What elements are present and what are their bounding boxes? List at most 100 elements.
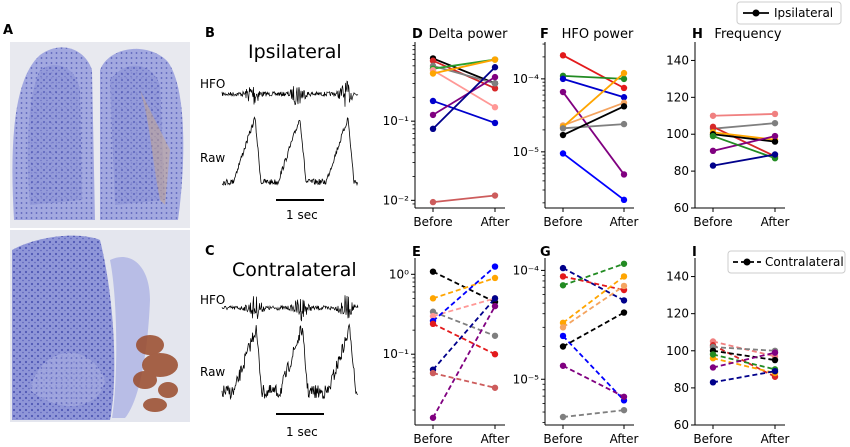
y-tick-label-e: 10⁻¹	[383, 347, 410, 361]
series-line-i-3	[712, 349, 776, 361]
series-line-h-5	[712, 135, 776, 152]
point-after-h-1	[771, 119, 779, 127]
point-before-g-8	[559, 413, 567, 421]
hfo-trace-ipsilateral	[221, 80, 359, 107]
y-tick-label-h: 100	[666, 127, 689, 141]
y-tick-label-i: 80	[674, 381, 689, 395]
series-line-f-7	[562, 105, 625, 136]
point-before-g-3	[559, 319, 567, 327]
point-before-f-7	[559, 131, 567, 139]
y-tick-label-i: 100	[666, 344, 689, 358]
point-after-f-2	[620, 94, 628, 101]
series-line-g-4	[562, 285, 625, 329]
point-after-h-5	[771, 132, 779, 140]
tissue-right-core	[110, 65, 165, 205]
y-tick-label-i: 60	[674, 418, 689, 432]
y-tick-label-e: 10⁰	[389, 267, 409, 281]
tissue-left-core	[27, 65, 83, 206]
panel-letter-f: F	[540, 27, 549, 42]
point-after-h-4	[771, 138, 779, 145]
series-line-g-8	[562, 409, 625, 418]
panel-letter-i: I	[692, 245, 697, 260]
point-before-d-9	[429, 198, 437, 206]
series-line-e-1	[432, 277, 496, 300]
series-line-f-4	[562, 101, 625, 127]
legend-contra-label: Contralateral	[765, 255, 844, 269]
panel-letter-h: H	[692, 27, 703, 42]
point-before-d-5	[429, 70, 437, 77]
panel-letter-g: G	[540, 245, 551, 260]
series-line-d-0	[432, 57, 496, 85]
series-line-i-0	[712, 340, 776, 358]
point-after-g-8	[620, 406, 628, 414]
series-line-d-2	[432, 64, 496, 85]
point-before-f-0	[559, 52, 567, 59]
ipsilateral-title: Ipsilateral	[248, 41, 342, 63]
x-tick-label-g: After	[610, 432, 639, 446]
point-before-h-5	[709, 147, 717, 155]
x-tick-label-i: After	[761, 432, 790, 446]
legend-ipsi-marker	[752, 9, 760, 17]
raw-label-contra: Raw	[200, 365, 225, 379]
point-after-d-7	[491, 73, 499, 81]
point-before-g-1	[559, 273, 567, 280]
point-before-d-6	[429, 97, 437, 105]
series-line-g-5	[562, 335, 625, 401]
point-before-g-5	[559, 332, 567, 340]
point-after-f-6	[620, 120, 628, 128]
series-line-g-3	[562, 275, 625, 324]
series-line-i-7	[712, 370, 776, 384]
series-line-f-6	[562, 123, 625, 130]
raw-trace-contralateral	[221, 323, 358, 401]
point-after-d-4	[491, 104, 499, 111]
series-line-e-8	[432, 305, 496, 419]
point-after-d-2	[491, 80, 499, 87]
x-tick-label-h: After	[761, 215, 790, 229]
series-line-i-6	[712, 351, 776, 369]
point-before-e-7	[429, 369, 437, 377]
series-line-g-1	[562, 275, 625, 291]
y-tick-label-g: 10⁻⁵	[513, 372, 540, 386]
legend-contra-marker	[743, 258, 751, 266]
hemorrhage-region	[133, 335, 178, 412]
x-tick-label-g: Before	[543, 432, 582, 446]
point-after-g-0	[620, 297, 628, 304]
point-before-f-6	[559, 125, 567, 132]
hfo-label-ipsi: HFO	[200, 77, 225, 91]
point-after-i-3	[771, 356, 779, 364]
point-before-g-2	[559, 282, 567, 289]
point-before-i-5	[709, 351, 717, 358]
x-tick-label-h: Before	[693, 215, 732, 229]
point-after-g-4	[620, 282, 628, 290]
series-line-f-3	[562, 91, 625, 175]
series-line-g-6	[562, 311, 625, 348]
chart-title-h: Frequency	[714, 27, 781, 42]
point-after-g-7	[620, 393, 628, 400]
point-after-f-3	[620, 171, 628, 178]
y-tick-label-h: 80	[674, 164, 689, 178]
point-after-d-9	[491, 192, 499, 199]
point-before-g-6	[559, 343, 567, 350]
series-line-h-6	[712, 135, 776, 160]
point-after-e-6	[491, 295, 499, 302]
series-line-d-8	[432, 66, 496, 130]
contralateral-title: Contralateral	[232, 259, 357, 281]
point-after-i-6	[771, 349, 779, 356]
point-after-g-6	[620, 309, 628, 316]
series-line-i-1	[712, 344, 776, 378]
y-tick-label-f: 10⁻⁵	[513, 145, 540, 159]
series-line-d-4	[432, 69, 496, 108]
point-before-d-8	[429, 125, 437, 133]
series-line-h-0	[712, 113, 776, 117]
x-tick-label-f: After	[610, 215, 639, 229]
point-before-h-2	[709, 123, 717, 131]
point-after-e-1	[491, 274, 499, 282]
point-after-e-7	[491, 384, 499, 391]
point-after-h-0	[771, 110, 779, 118]
series-line-f-8	[562, 152, 625, 201]
series-line-d-9	[432, 194, 496, 203]
series-line-e-2	[432, 310, 496, 337]
point-before-d-7	[429, 111, 437, 119]
legend-ipsi-box	[736, 1, 842, 25]
